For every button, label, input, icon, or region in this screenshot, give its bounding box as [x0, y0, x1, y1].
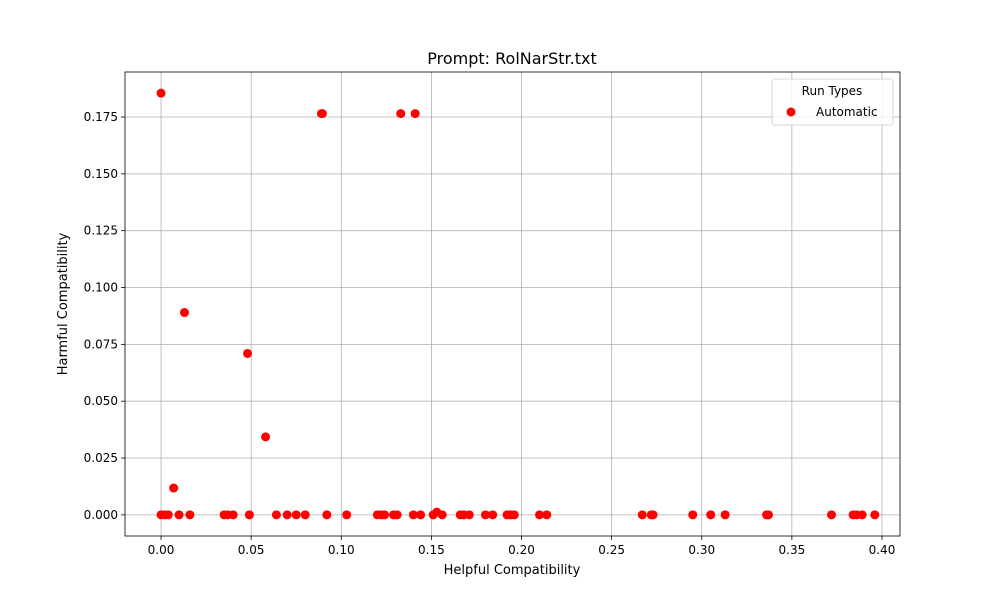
data-point [827, 510, 837, 520]
data-point [408, 510, 418, 520]
data-point [174, 510, 184, 520]
x-tick-label: 0.40 [869, 543, 896, 557]
x-tick-label: 0.00 [148, 543, 175, 557]
y-tick-label: 0.050 [84, 394, 118, 408]
data-point [720, 510, 730, 520]
data-point [261, 432, 271, 442]
data-point [763, 510, 773, 520]
data-point [243, 348, 253, 358]
data-point [509, 510, 519, 520]
y-axis-label: Harmful Compatibility [56, 232, 71, 375]
legend: Run Types Automatic [771, 78, 894, 126]
y-tick-label: 0.075 [84, 337, 118, 351]
data-point [464, 510, 474, 520]
x-axis-label: Helpful Compatibility [444, 563, 581, 578]
data-point [870, 510, 880, 520]
data-point [857, 510, 867, 520]
y-tick-label: 0.025 [84, 451, 118, 465]
legend-title: Run Types [802, 84, 863, 98]
data-point [185, 510, 195, 520]
x-tick-label: 0.20 [508, 543, 535, 557]
data-point [291, 510, 301, 520]
y-tick-label: 0.175 [84, 110, 118, 124]
data-point [637, 510, 647, 520]
y-tick-label: 0.100 [84, 281, 118, 295]
data-point [380, 510, 390, 520]
data-point [542, 510, 552, 520]
x-tick-label: 0.25 [598, 543, 625, 557]
x-tick-label: 0.10 [328, 543, 355, 557]
data-point [169, 483, 179, 493]
data-point [244, 510, 254, 520]
y-tick-label: 0.125 [84, 224, 118, 238]
data-point [648, 510, 658, 520]
data-point [535, 510, 545, 520]
y-tick-label: 0.150 [84, 167, 118, 181]
data-point [342, 510, 352, 520]
data-point [300, 510, 310, 520]
axis-ticks: 0.00 0.05 0.10 0.15 0.20 0.25 0.30 0.35 0.40 0.00… [84, 110, 896, 557]
grid [125, 72, 900, 536]
data-point [396, 109, 406, 119]
x-tick-label: 0.35 [779, 543, 806, 557]
data-point [437, 510, 447, 520]
legend-label-automatic: Automatic [816, 105, 878, 119]
data-point [156, 88, 166, 98]
legend-marker [786, 107, 796, 117]
y-tick-label: 0.000 [84, 508, 118, 522]
x-tick-label: 0.05 [238, 543, 265, 557]
data-point [410, 109, 420, 119]
data-point [392, 510, 402, 520]
data-points [156, 88, 880, 520]
data-point [282, 510, 292, 520]
data-point [271, 510, 281, 520]
legend-box [771, 78, 894, 126]
data-point [480, 510, 490, 520]
data-point [163, 510, 173, 520]
plot-frame [124, 71, 901, 537]
data-point [416, 510, 426, 520]
data-point [317, 109, 327, 119]
data-point [228, 510, 238, 520]
data-point [706, 510, 716, 520]
data-point [179, 308, 189, 318]
x-tick-label: 0.30 [688, 543, 715, 557]
x-tick-label: 0.15 [418, 543, 445, 557]
data-point [322, 510, 332, 520]
data-point [688, 510, 698, 520]
chart-title: Prompt: RolNarStr.txt [427, 49, 597, 68]
data-point [488, 510, 498, 520]
